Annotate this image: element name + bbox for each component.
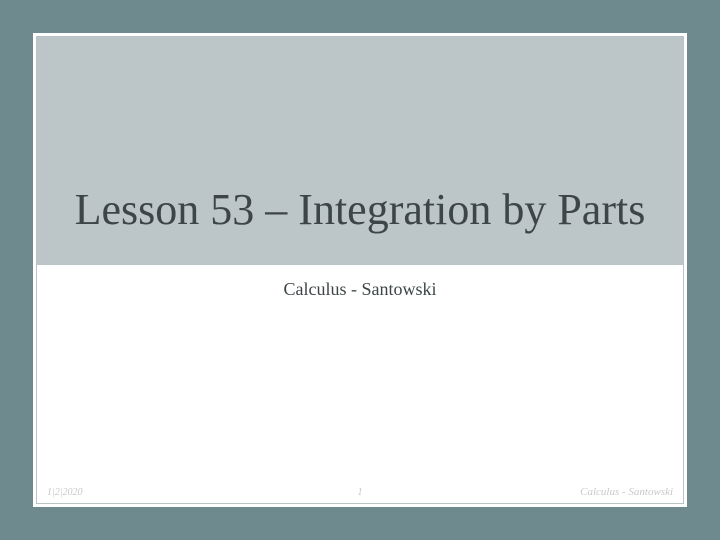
slide-title: Lesson 53 – Integration by Parts [75, 184, 646, 237]
slide-outer-frame: Lesson 53 – Integration by Parts Calculu… [33, 33, 687, 507]
title-section: Lesson 53 – Integration by Parts [37, 37, 683, 265]
subtitle-section: Calculus - Santowski [37, 265, 683, 503]
footer-date: 1|2|2020 [47, 487, 256, 498]
slide-subtitle: Calculus - Santowski [37, 279, 683, 300]
slide-inner-frame: Lesson 53 – Integration by Parts Calculu… [36, 36, 684, 504]
footer-page-number: 1 [256, 487, 465, 498]
footer-course: Calculus - Santowski [464, 486, 673, 498]
slide-footer: 1|2|2020 1 Calculus - Santowski [37, 481, 683, 503]
